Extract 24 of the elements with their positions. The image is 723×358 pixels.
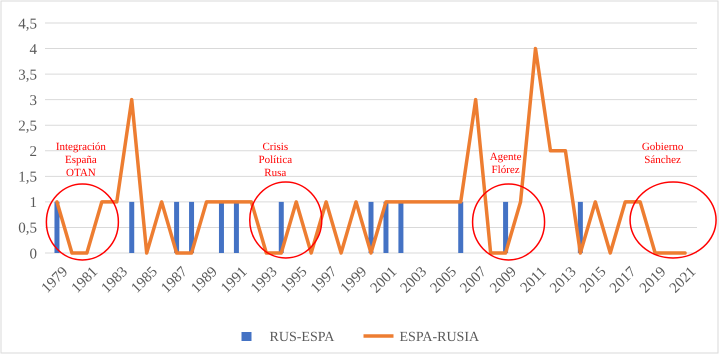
x-tick-label: 1983 [98,264,132,296]
y-tick-label: 0,5 [18,220,37,237]
y-tick-label: 1 [30,195,37,212]
x-tick-label: 1993 [248,264,281,296]
annotation: Agente Flórez [490,151,522,176]
x-tick-label: 1991 [218,264,251,296]
y-tick-label: 0 [30,246,37,262]
annotation: Integración España OTAN [56,141,106,179]
legend-label: RUS-ESPA [270,330,336,345]
line-series [55,46,687,255]
y-tick-label: 2,5 [18,118,37,134]
y-tick-label: 2 [30,144,37,160]
x-tick-label: 2001 [368,264,400,296]
x-tick-label: 1981 [68,264,102,296]
y-tick-label: 1,5 [18,170,37,186]
y-tick-label: 4 [30,42,38,58]
legend-label: ESPA-RUSIA [400,330,480,345]
y-tick-label: 4,5 [18,16,37,32]
y-tick-label: 3 [30,92,37,109]
x-tick-label: 2011 [518,264,550,296]
x-tick-label: 2021 [666,264,700,296]
y-tick-label: 3,5 [18,67,37,84]
annotation: Crisis Política Rusa [258,141,292,179]
annotation: Gobierno Sánchez [642,141,684,166]
